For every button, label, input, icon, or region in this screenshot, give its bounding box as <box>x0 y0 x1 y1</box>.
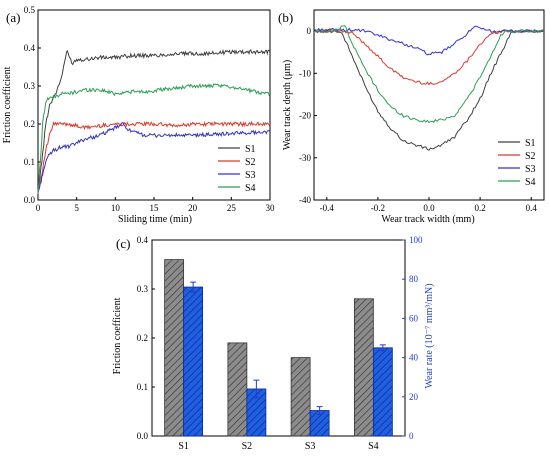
series-line-s2 <box>313 28 545 86</box>
category-label-s3: S3 <box>305 441 316 452</box>
x-tick-label: 0.2 <box>474 203 485 213</box>
x-tick-label: 0.0 <box>423 203 435 213</box>
x-tick-label: -0.4 <box>320 203 335 213</box>
y-tick-label: -30 <box>299 153 311 163</box>
legend-label-s1: S1 <box>245 144 256 155</box>
bar-wear-rate-s4 <box>372 347 393 437</box>
series-line-s4 <box>313 25 545 124</box>
series-line-s1 <box>313 28 545 151</box>
series-line-s3 <box>313 25 545 56</box>
y-tick-label: -40 <box>299 195 311 205</box>
legend-label-s3: S3 <box>525 164 536 175</box>
panel-b-ylabel: Wear track depth (μm) <box>282 60 293 150</box>
legend-label-s3: S3 <box>245 170 256 181</box>
y-tick-label: 0.2 <box>137 333 148 343</box>
y-tick-label: 0.1 <box>137 382 148 392</box>
legend-label-s2: S2 <box>525 151 536 162</box>
panel-a-marks: 0 5 10 15 20 25 30 0.0 0.1 0.2 0.3 0.4 0.5 S1 S2 S3 S4 <box>24 5 275 213</box>
y2-tick-label: 100 <box>409 235 423 245</box>
x-tick-label: 15 <box>150 203 160 213</box>
panel-b-wear-track-chart: (b) -0.4 -0.2 0.0 0.2 0.4 0 -10 -20 -30 -40 S1 S2 S3… <box>278 9 545 225</box>
panel-a-ylabel: Friction coefficient <box>2 66 13 143</box>
y2-tick-label: 0 <box>409 431 414 441</box>
y-tick-label: -20 <box>299 111 311 121</box>
x-tick-label: 0 <box>36 203 41 213</box>
x-tick-label: 10 <box>111 203 121 213</box>
y-tick-label: 0.0 <box>24 195 36 205</box>
legend-label-s1: S1 <box>525 138 536 149</box>
legend-label-s4: S4 <box>245 183 256 194</box>
y-tick-label: 0.1 <box>24 157 35 167</box>
x-tick-label: 0.4 <box>526 203 538 213</box>
legend-label-s4: S4 <box>525 177 536 188</box>
series-line-s4 <box>37 83 271 193</box>
y-tick-label: 0.5 <box>24 5 36 15</box>
category-label-s4: S4 <box>368 441 379 452</box>
y-tick-label: 0.4 <box>137 235 149 245</box>
category-label-s1: S1 <box>178 441 189 452</box>
panel-c-label: (c) <box>116 236 130 251</box>
panel-b-marks: -0.4 -0.2 0.0 0.2 0.4 0 -10 -20 -30 -40 S1 S2 S3 S4 <box>299 9 545 213</box>
legend-label-s2: S2 <box>245 157 256 168</box>
series-line-s2 <box>37 120 271 195</box>
x-tick-label: -0.2 <box>371 203 385 213</box>
y-tick-label: 0.2 <box>24 119 35 129</box>
x-tick-label: 20 <box>188 203 198 213</box>
y2-tick-label: 80 <box>409 274 419 284</box>
y-tick-label: 0.0 <box>137 431 149 441</box>
x-tick-label: 5 <box>74 203 79 213</box>
panel-a-friction-chart: (a) 0 5 10 15 20 25 30 0.0 0.1 0.2 0.3 0.4 0.5 S1 S2 S3… <box>2 5 275 225</box>
y-tick-label: 0.3 <box>24 81 36 91</box>
bar-wear-rate-s1 <box>183 286 204 437</box>
bar-friction-s1 <box>164 259 185 437</box>
y2-tick-label: 20 <box>409 392 419 402</box>
panel-c-ylabel: Friction coefficient <box>112 297 123 374</box>
plot-frame <box>37 9 271 201</box>
panel-b-label: (b) <box>278 10 293 25</box>
series-line-s1 <box>37 48 271 191</box>
x-tick-label: 25 <box>227 203 237 213</box>
panel-b-xlabel: Wear track width (mm) <box>381 214 474 225</box>
bar-friction-s3 <box>290 357 311 437</box>
panel-a-label: (a) <box>6 10 20 25</box>
plot-frame <box>313 9 545 201</box>
y-tick-label: 0.4 <box>24 43 36 53</box>
panel-c-marks: 0.0 0.1 0.2 0.3 0.4 0 20 40 60 80 100 S1 S2 S3 S4 <box>137 235 423 452</box>
y-tick-label: 0 <box>307 26 312 36</box>
category-label-s2: S2 <box>242 441 253 452</box>
y2-tick-label: 40 <box>409 353 419 363</box>
panel-a-xlabel: Sliding time (min) <box>118 214 192 225</box>
x-tick-label: 30 <box>266 203 276 213</box>
y-tick-label: -10 <box>299 68 311 78</box>
bar-friction-s4 <box>353 298 374 437</box>
bar-friction-s2 <box>227 342 248 437</box>
y2-tick-label: 60 <box>409 313 419 323</box>
series-line-s3 <box>37 122 271 193</box>
panel-c-ylabel-right: Wear rate (10⁻⁷ mm³/mN) <box>424 283 435 388</box>
y-tick-label: 0.3 <box>137 284 149 294</box>
